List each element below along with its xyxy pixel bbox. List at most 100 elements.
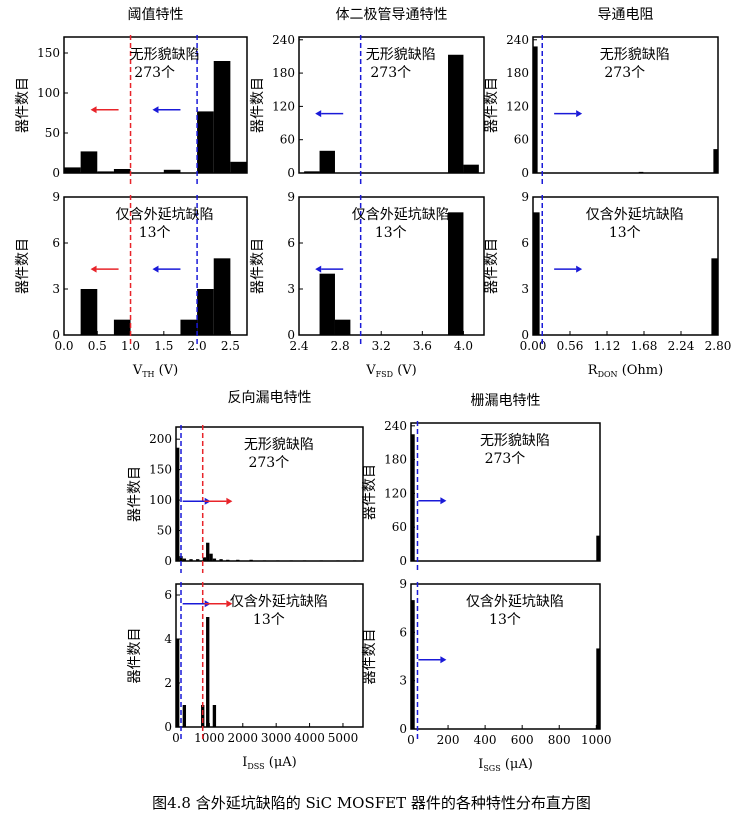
y-tick-label: 240 [272,33,295,47]
histogram-bar [212,558,217,561]
x-tick-label: 400 [474,733,497,747]
histogram-bar [179,556,183,561]
arrow-head [315,110,322,118]
histogram-bar [196,559,200,561]
arrow-head [152,265,159,273]
chart-title: 体二极管导通特性 [336,7,448,23]
y-tick-label: 2 [164,676,172,690]
y-tick-label: 50 [45,126,60,140]
arrow-head [226,497,233,505]
plot-frame [298,36,485,174]
chart-title: 阈值特性 [128,7,184,23]
y-tick-label: 100 [37,86,60,100]
histogram-bar [182,705,187,727]
annotation-text: 仅含外延坑缺陷 [352,207,450,223]
y-axis-label: 器件数目 [15,77,31,133]
histogram-bar [197,289,214,335]
x-tick-label: 0.0 [54,339,73,353]
arrow-head [440,656,447,664]
x-tick-label: 3.6 [413,339,432,353]
chart-title: 反向漏电特性 [228,390,312,406]
y-axis-label: 器件数目 [127,628,143,684]
annotation-text: 13个 [139,225,171,241]
histogram-bar [213,61,231,173]
arrow-head [440,497,447,505]
histogram-bar [176,447,180,561]
y-tick-label: 150 [149,463,172,477]
histogram-bar [113,169,131,173]
annotation-text: 仅含外延坑缺陷 [116,207,214,223]
histogram-bar [411,600,415,729]
histogram-bar [206,542,210,561]
chart-title: 导通电阻 [598,7,654,23]
y-tick-label: 0 [399,554,407,568]
annotation-text: 273个 [248,455,289,471]
histogram-bar [97,171,114,173]
x-tick-label: 5000 [328,731,359,745]
y-tick-label: 6 [52,236,60,250]
plot-frame [63,196,248,336]
y-tick-label: 0 [164,554,172,568]
x-tick-label: 4.0 [454,339,473,353]
histogram-bar [533,46,538,173]
histogram-bar [209,553,213,561]
histogram-bar [163,169,181,173]
x-tick-label: 4000 [294,731,325,745]
annotation-text: 13个 [489,612,521,628]
histogram-bar [533,212,540,335]
y-axis-label: 器件数目 [362,629,378,685]
y-axis-label: 器件数目 [250,77,266,133]
x-axis-label: VTH (V) [132,363,178,379]
plot-frame [175,583,364,728]
y-tick-label: 120 [384,486,407,500]
histogram-bar [180,319,198,335]
annotation-text: 13个 [375,225,407,241]
plot-frame [410,422,601,562]
chart-5: 0 3 6 9 0.00 0.56 1.12 1.68 2.24 2.80 仅含外延坑缺陷 13个器件… [484,190,731,379]
y-tick-label: 0 [164,720,172,734]
y-axis-label: 器件数目 [127,466,143,522]
annotation-text: 仅含外延坑缺陷 [586,207,684,223]
x-tick-label: 1.5 [154,339,173,353]
histogram-bar [219,559,223,561]
x-tick-label: 2.80 [705,339,732,353]
y-tick-label: 120 [272,99,295,113]
histogram-bar [319,150,335,173]
x-tick-label: 2.4 [289,339,308,353]
histogram-bar [319,273,335,335]
histogram-bar [334,319,351,335]
histogram-bar [182,558,187,561]
x-tick-label: 200 [437,733,460,747]
annotation-text: 13个 [609,225,641,241]
x-tick-label: 0.00 [520,339,547,353]
histogram-bar [189,559,193,561]
y-axis-label: 器件数目 [362,464,378,520]
plot-frame [532,196,719,336]
x-axis-label: IDSS (μA) [242,755,297,771]
y-axis-label: 器件数目 [15,238,31,294]
histogram-bar [596,535,600,561]
y-tick-label: 9 [521,190,529,204]
annotation-text: 273个 [485,451,526,467]
x-tick-label: 2000 [228,731,259,745]
plot-frame [298,196,485,336]
arrow-head [576,265,583,273]
x-tick-label: 600 [511,733,534,747]
histogram-bar [206,617,210,727]
y-tick-label: 240 [506,33,529,47]
y-tick-label: 9 [287,190,295,204]
y-tick-label: 6 [399,625,407,639]
y-tick-label: 0 [52,328,60,342]
x-tick-label: 3.2 [372,339,391,353]
y-tick-label: 0 [521,166,529,180]
y-tick-label: 0 [287,166,295,180]
histogram-bar [80,289,98,335]
x-axis-label: VFSD (V) [365,363,417,379]
y-tick-label: 180 [384,453,407,467]
annotation-text: 13个 [253,612,285,628]
